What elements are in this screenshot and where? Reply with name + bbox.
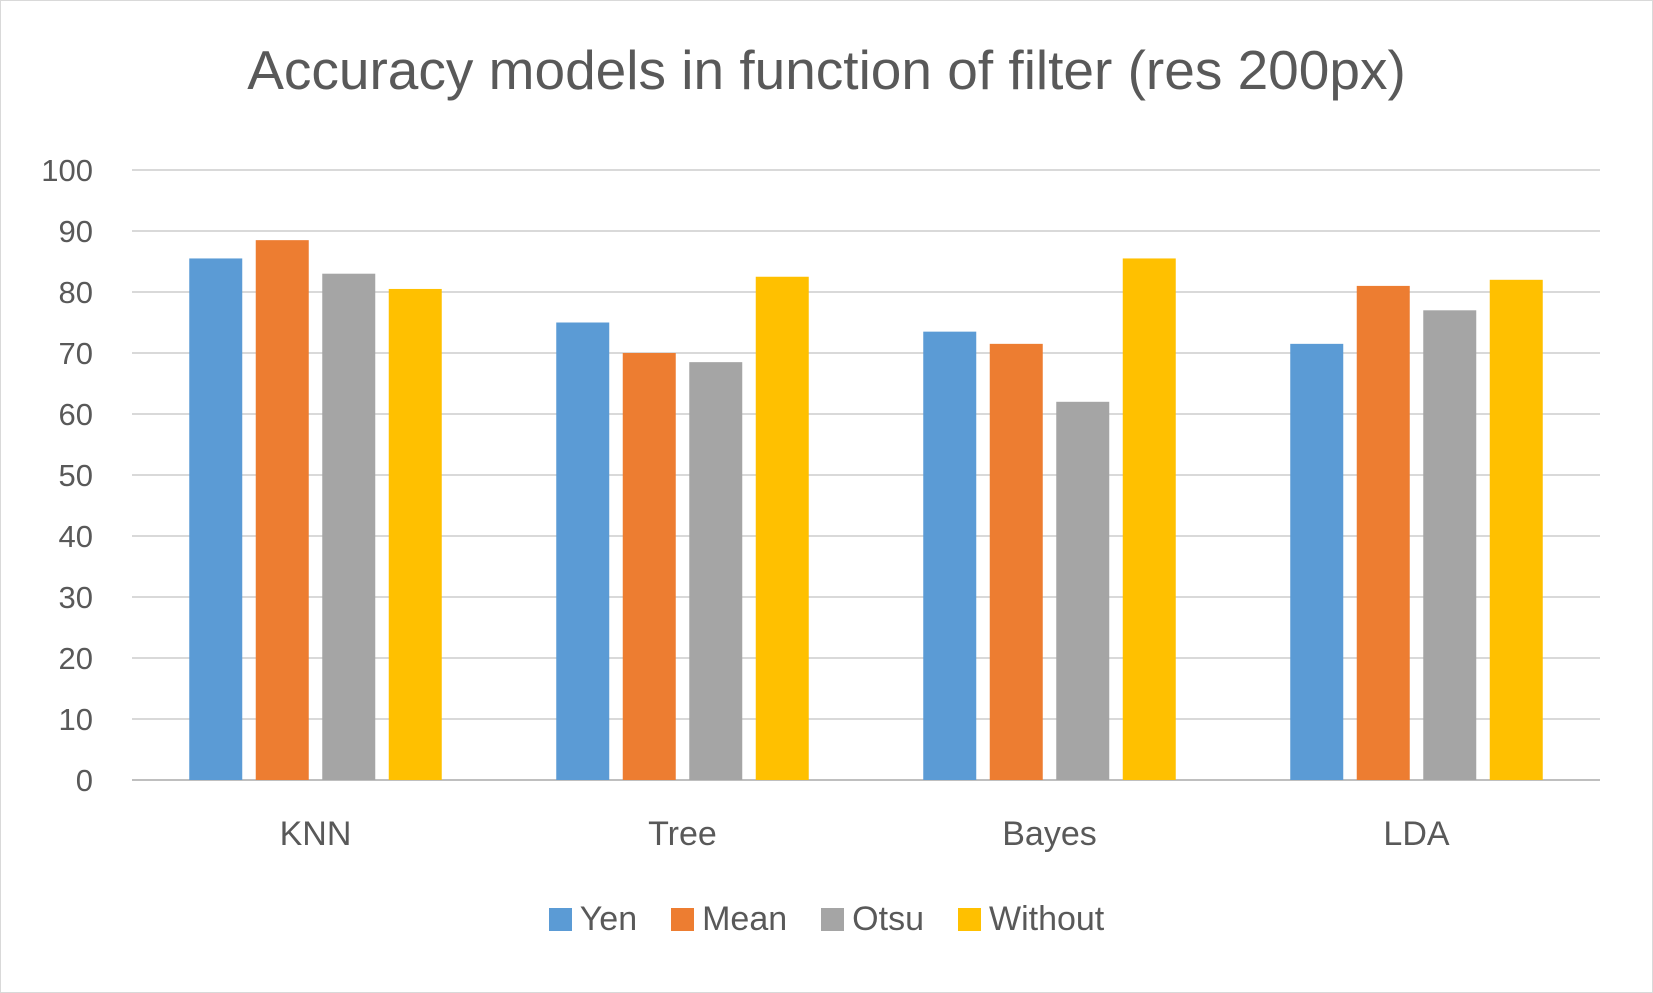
legend-label-yen: Yen <box>579 900 638 938</box>
x-tick-label: Bayes <box>1002 815 1097 853</box>
y-tick-label: 90 <box>59 214 93 249</box>
chart-title: Accuracy models in function of filter (r… <box>247 39 1406 101</box>
y-tick-label: 40 <box>59 519 93 554</box>
bar-yen-knn <box>189 258 243 780</box>
bar-without-lda <box>1489 279 1543 780</box>
legend-swatch-mean <box>671 908 695 931</box>
legend-item-mean: Mean <box>671 900 787 939</box>
bar-mean-knn <box>255 240 309 780</box>
y-tick-label: 50 <box>59 458 93 493</box>
bar-otsu-bayes <box>1056 401 1110 780</box>
x-tick-label: KNN <box>280 815 352 853</box>
bar-mean-bayes <box>989 343 1043 780</box>
bar-without-knn <box>388 288 442 780</box>
bar-yen-tree <box>556 322 610 780</box>
y-tick-label: 0 <box>76 763 93 798</box>
bar-mean-tree <box>622 353 676 780</box>
legend-label-mean: Mean <box>702 900 788 938</box>
y-tick-label: 20 <box>59 641 93 676</box>
bar-otsu-tree <box>689 362 743 780</box>
y-tick-label: 30 <box>59 580 93 615</box>
legend-swatch-yen <box>548 908 572 931</box>
y-tick-label: 10 <box>59 702 93 737</box>
x-tick-label: LDA <box>1383 815 1449 853</box>
legend-swatch-otsu <box>821 908 845 931</box>
legend-item-without: Without <box>957 900 1105 939</box>
legend-swatch-without <box>957 908 981 931</box>
legend-label-otsu: Otsu <box>852 900 924 938</box>
y-tick-label: 100 <box>41 153 93 188</box>
y-tick-label: 60 <box>59 397 93 432</box>
bar-without-tree <box>755 276 809 780</box>
bar-yen-bayes <box>923 331 977 780</box>
legend-item-otsu: Otsu <box>821 900 924 939</box>
bar-without-bayes <box>1122 258 1176 780</box>
legend-item-yen: Yen <box>548 900 638 939</box>
bar-otsu-lda <box>1423 310 1477 780</box>
chart-legend: Yen Mean Otsu Without <box>0 900 1653 939</box>
bar-yen-lda <box>1290 343 1344 780</box>
x-tick-label: Tree <box>648 815 717 853</box>
bar-mean-lda <box>1356 285 1410 780</box>
bar-otsu-knn <box>322 273 376 780</box>
y-tick-label: 80 <box>59 275 93 310</box>
y-tick-label: 70 <box>59 336 93 371</box>
legend-label-without: Without <box>988 900 1105 938</box>
